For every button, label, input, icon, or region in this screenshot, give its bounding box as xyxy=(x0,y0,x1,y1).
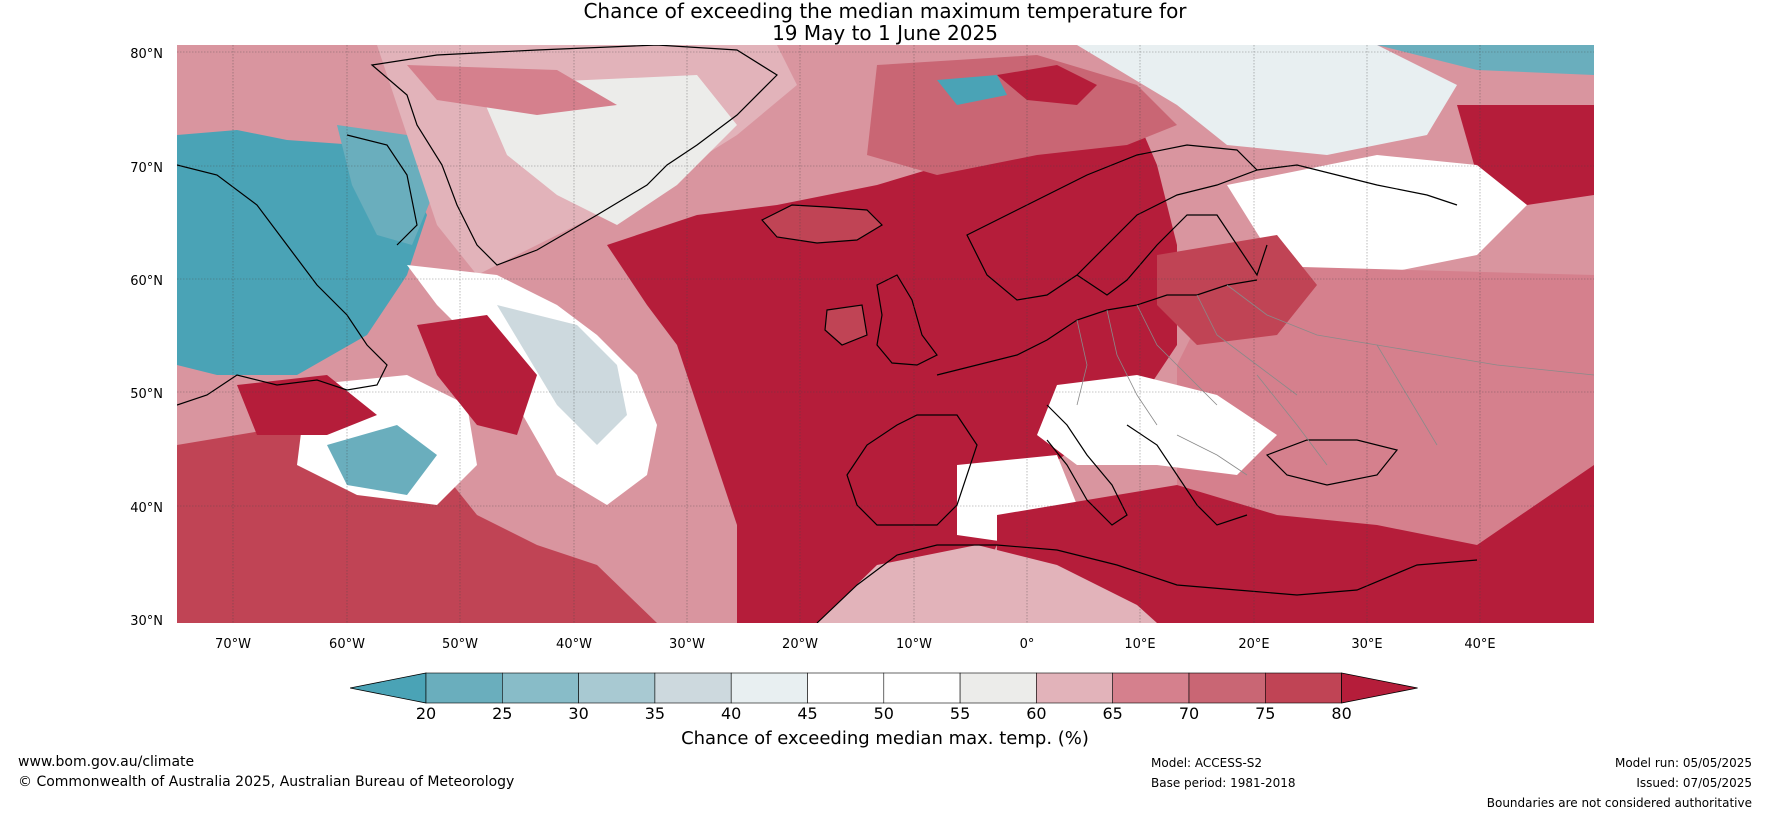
colorbar xyxy=(350,672,1418,704)
lon-label-20e: 20°E xyxy=(1238,637,1270,652)
lat-label-40n: 40°N xyxy=(130,501,163,516)
footer-base-period: Base period: 1981-2018 xyxy=(1151,776,1296,790)
map-panel xyxy=(177,45,1594,623)
baffin-blue-zone xyxy=(337,125,437,245)
colorbar-tick-label: 35 xyxy=(644,704,666,723)
barents-red-blob xyxy=(997,65,1097,105)
lon-label-40e: 40°E xyxy=(1464,637,1496,652)
black-sea-coast xyxy=(1265,439,1399,486)
iberia-coast xyxy=(846,414,978,526)
gridlines xyxy=(177,45,1594,623)
maritime-red xyxy=(237,375,377,435)
colorbar-segment xyxy=(1036,672,1114,704)
footer-model-run: Model run: 05/05/2025 xyxy=(1614,756,1752,770)
iceland-coast xyxy=(761,204,883,244)
lon-label-30e: 30°E xyxy=(1351,637,1383,652)
colorbar-tick-label: 60 xyxy=(1026,704,1047,723)
sw-atlantic-red xyxy=(177,425,657,623)
colorbar-segment xyxy=(425,672,503,704)
colorbar-label: Chance of exceeding median max. temp. (%… xyxy=(681,728,1089,749)
colorbar-segment xyxy=(730,672,808,704)
colorbar-segment xyxy=(1112,672,1190,704)
scandinavia-white xyxy=(1227,155,1527,275)
colorbar-segment xyxy=(1264,672,1342,704)
mid-atlantic-red xyxy=(417,315,537,435)
footer-copyright: © Commonwealth of Australia 2025, Austra… xyxy=(18,774,515,790)
colorbar-extend-low xyxy=(350,672,427,704)
norway-coast xyxy=(966,144,1259,301)
mediterranean-red xyxy=(997,465,1594,623)
lon-label-30w: 30°W xyxy=(669,637,705,652)
lon-label-20w: 20°W xyxy=(782,637,818,652)
lon-label-50w: 50°W xyxy=(442,637,478,652)
lon-label-10e: 10°E xyxy=(1124,637,1156,652)
ireland-coast xyxy=(824,304,868,346)
colorbar-segment xyxy=(959,672,1037,704)
colorbar-tick-label: 55 xyxy=(949,704,971,723)
colorbar-tick-label: 30 xyxy=(568,704,589,723)
sw-atlantic-blue xyxy=(327,425,437,495)
great-britain-coast xyxy=(876,274,938,366)
footer-disclaimer: Boundaries are not considered authoritat… xyxy=(1486,796,1752,810)
labrador-coast xyxy=(177,164,388,406)
colorbar-tick-label: 40 xyxy=(721,704,742,723)
greenland-north-red xyxy=(407,65,617,115)
footer-url: www.bom.gov.au/climate xyxy=(18,754,195,770)
lat-label-80n: 80°N xyxy=(130,47,163,62)
colorbar-segment xyxy=(1188,672,1266,704)
greenland-coast xyxy=(370,45,778,266)
colorbar-tick-label: 70 xyxy=(1178,704,1200,723)
colorbar-segment xyxy=(883,672,961,704)
arctic-grey-band xyxy=(1077,45,1457,155)
colorbar-tick-label: 65 xyxy=(1102,704,1123,723)
colorbar-tick-label: 50 xyxy=(873,704,894,723)
baltic-red xyxy=(1157,235,1317,345)
balkans-coast xyxy=(1126,424,1248,526)
map-title-line1: Chance of exceeding the median maximum t… xyxy=(583,0,1187,23)
colorbar-segment xyxy=(654,672,732,704)
lon-label-60w: 60°W xyxy=(329,637,365,652)
colorbar-segment xyxy=(502,672,579,704)
colorbar-segment xyxy=(807,672,885,704)
arctic-blue-blob-3 xyxy=(1377,45,1594,75)
footer-model: Model: ACCESS-S2 xyxy=(1151,756,1263,770)
lon-label-70w: 70°W xyxy=(215,637,251,652)
italy-coast xyxy=(1046,404,1128,526)
map-title-line2: 19 May to 1 June 2025 xyxy=(772,21,998,45)
lon-label-10w: 10°W xyxy=(896,637,932,652)
lat-label-50n: 50°N xyxy=(130,387,163,402)
atlantic-light-band xyxy=(497,305,627,445)
colorbar-tick-label: 25 xyxy=(492,704,513,723)
lat-label-70n: 70°N xyxy=(130,161,163,176)
baffin-coast xyxy=(346,134,418,246)
lat-label-30n: 30°N xyxy=(130,614,163,629)
north-africa-light xyxy=(817,545,1157,623)
colorbar-segment xyxy=(578,672,656,704)
colorbar-tick-label: 20 xyxy=(415,704,437,723)
colorbar-extend-high xyxy=(1341,672,1418,704)
colorbar-tick-label: 45 xyxy=(797,704,818,723)
sweden-finland-coast xyxy=(1076,214,1268,296)
colorbar-tick-label: 80 xyxy=(1331,704,1352,723)
north-africa-coast xyxy=(816,544,1478,623)
lon-label-40w: 40°W xyxy=(556,637,592,652)
footer-issued: Issued: 07/05/2025 xyxy=(1636,776,1752,790)
arctic-blue-blob-1 xyxy=(937,75,1007,105)
lat-label-60n: 60°N xyxy=(130,274,163,289)
lon-label-0: 0° xyxy=(1019,637,1035,652)
country-borders xyxy=(1076,284,1594,476)
colorbar-tick-label: 75 xyxy=(1255,704,1276,723)
